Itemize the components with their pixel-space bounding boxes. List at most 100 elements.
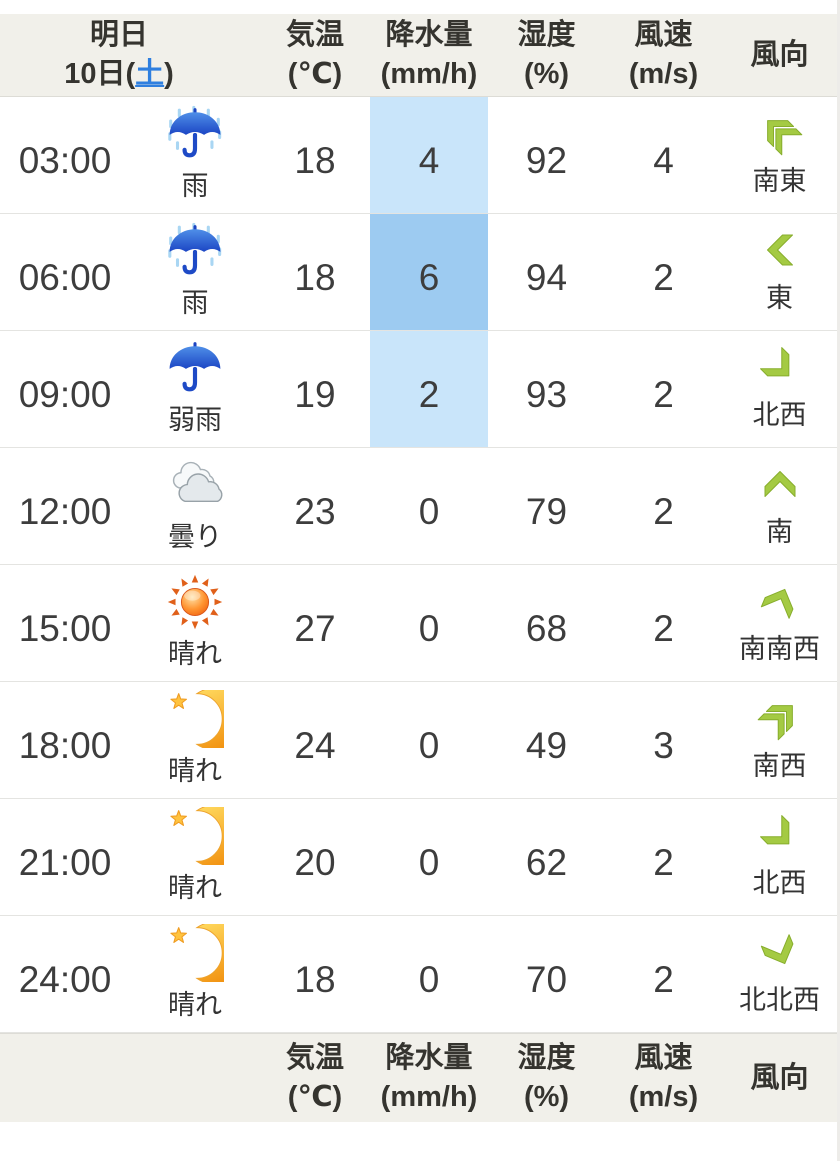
humidity-value: 70 [525, 959, 568, 1000]
day-label: 明日 [89, 19, 148, 51]
wind-direction-cell: 南 [722, 448, 837, 564]
footer-humidity-unit: (%) [523, 1081, 570, 1113]
bottom-margin [0, 1122, 837, 1161]
footer-precipitation-unit: (mm/h) [380, 1081, 478, 1113]
weekday-link[interactable]: 土 [135, 58, 165, 90]
precipitation-value: 0 [418, 959, 440, 1000]
table-row: 24:00 晴れ 18 0 70 2 北北西 [0, 916, 837, 1033]
wind-speed-value: 3 [653, 725, 674, 766]
weather-icon [166, 456, 224, 514]
weather-cell: 晴れ [130, 799, 260, 915]
weather-condition-label: 晴れ [168, 873, 222, 903]
time-label: 12:00 [18, 491, 112, 532]
table-row: 09:00 弱雨 19 2 93 2 北西 [0, 331, 837, 448]
header-wind-speed: 風速 (m/s) [605, 14, 722, 96]
temperature-value: 23 [294, 491, 336, 532]
wind-speed-value: 2 [653, 959, 674, 1000]
time-label: 21:00 [18, 842, 112, 883]
weather-icon [166, 222, 224, 280]
weather-condition-label: 曇り [168, 522, 222, 552]
footer-temperature-unit: (℃) [287, 1081, 343, 1113]
temperature-value: 18 [294, 140, 336, 181]
humidity-value: 93 [525, 374, 568, 415]
wind-direction-cell: 南東 [722, 97, 837, 213]
precipitation-value: 0 [418, 608, 440, 649]
humidity-value: 62 [525, 842, 568, 883]
humidity-value: 94 [525, 257, 568, 298]
table-row: 03:00 雨 18 4 92 4 南東 [0, 97, 837, 214]
humidity-value: 92 [525, 140, 568, 181]
wind-direction-cell: 北北西 [722, 916, 837, 1032]
date-prefix: 10日( [64, 58, 136, 90]
temperature-value: 20 [294, 842, 336, 883]
time-label: 24:00 [18, 959, 112, 1000]
table-row: 21:00 晴れ 20 0 62 2 北西 [0, 799, 837, 916]
weather-cell: 曇り [130, 448, 260, 564]
precipitation-value: 4 [370, 97, 488, 213]
footer-wind-speed-unit: (m/s) [628, 1081, 699, 1113]
footer-precipitation: 降水量 (mm/h) [370, 1034, 488, 1122]
time-label: 18:00 [18, 725, 112, 766]
footer-precipitation-label: 降水量 [385, 1042, 473, 1074]
footer-wind-speed-label: 風速 [634, 1042, 693, 1074]
header-precipitation: 降水量 (mm/h) [370, 14, 488, 96]
wind-direction-arrow-icon [751, 105, 808, 162]
wind-speed-value: 2 [653, 374, 674, 415]
wind-direction-cell: 北西 [722, 331, 837, 447]
header-precipitation-label: 降水量 [385, 19, 473, 51]
header-precipitation-unit: (mm/h) [380, 58, 478, 90]
weather-icon [166, 807, 224, 865]
wind-direction-label: 南西 [752, 751, 807, 781]
weather-icon [166, 690, 224, 748]
header-wind-direction-label: 風向 [750, 38, 809, 71]
weather-cell: 晴れ [130, 565, 260, 681]
footer-wind-direction: 風向 [722, 1034, 837, 1122]
weather-icon [166, 105, 224, 163]
footer-wind-direction-label: 風向 [750, 1061, 809, 1094]
weather-cell: 晴れ [130, 682, 260, 798]
time-label: 03:00 [18, 140, 112, 181]
humidity-value: 79 [525, 491, 568, 532]
wind-direction-label: 北西 [752, 400, 807, 430]
wind-direction-arrow-icon [751, 690, 808, 747]
time-label: 06:00 [18, 257, 112, 298]
wind-direction-label: 北北西 [739, 985, 820, 1015]
weather-icon [166, 924, 224, 982]
table-footer: 気温 (℃) 降水量 (mm/h) 湿度 (%) 風速 (m/s) 風向 [0, 1033, 837, 1122]
humidity-value: 49 [525, 725, 568, 766]
wind-direction-cell: 東 [722, 214, 837, 330]
wind-direction-label: 北西 [752, 868, 807, 898]
precipitation-value: 0 [418, 491, 440, 532]
footer-wind-speed: 風速 (m/s) [605, 1034, 722, 1122]
wind-direction-label: 南東 [752, 166, 807, 196]
header-humidity-label: 湿度 [517, 19, 576, 51]
table-row: 12:00 曇り 23 0 79 2 南 [0, 448, 837, 565]
date-header: 明日 10日(土) [0, 14, 260, 96]
wind-direction-arrow-icon [753, 575, 805, 627]
temperature-value: 18 [294, 257, 336, 298]
wind-direction-arrow-icon [751, 339, 808, 396]
wind-direction-arrow-icon [760, 230, 800, 270]
wind-direction-cell: 南西 [722, 682, 837, 798]
header-wind-speed-label: 風速 [634, 19, 693, 51]
footer-empty-time [0, 1034, 130, 1122]
wind-direction-cell: 南南西 [722, 565, 837, 681]
weather-cell: 雨 [130, 214, 260, 330]
weather-icon [166, 573, 224, 631]
wind-speed-value: 2 [653, 842, 674, 883]
top-margin [0, 0, 837, 14]
table-row: 06:00 雨 18 6 94 2 東 [0, 214, 837, 331]
footer-empty-weather [130, 1034, 260, 1122]
weather-cell: 雨 [130, 97, 260, 213]
wind-direction-arrow-icon [753, 926, 805, 978]
precipitation-value: 0 [418, 725, 440, 766]
temperature-value: 18 [294, 959, 336, 1000]
wind-speed-value: 2 [653, 608, 674, 649]
header-temperature-unit: (℃) [287, 58, 343, 90]
temperature-value: 19 [294, 374, 336, 415]
wind-direction-arrow-icon [751, 807, 808, 864]
time-label: 09:00 [18, 374, 112, 415]
wind-direction-arrow-icon [760, 464, 800, 504]
table-header: 明日 10日(土) 気温 (℃) 降水量 (mm/h) 湿度 (%) 風速 (m… [0, 14, 837, 97]
precipitation-value: 0 [418, 842, 440, 883]
